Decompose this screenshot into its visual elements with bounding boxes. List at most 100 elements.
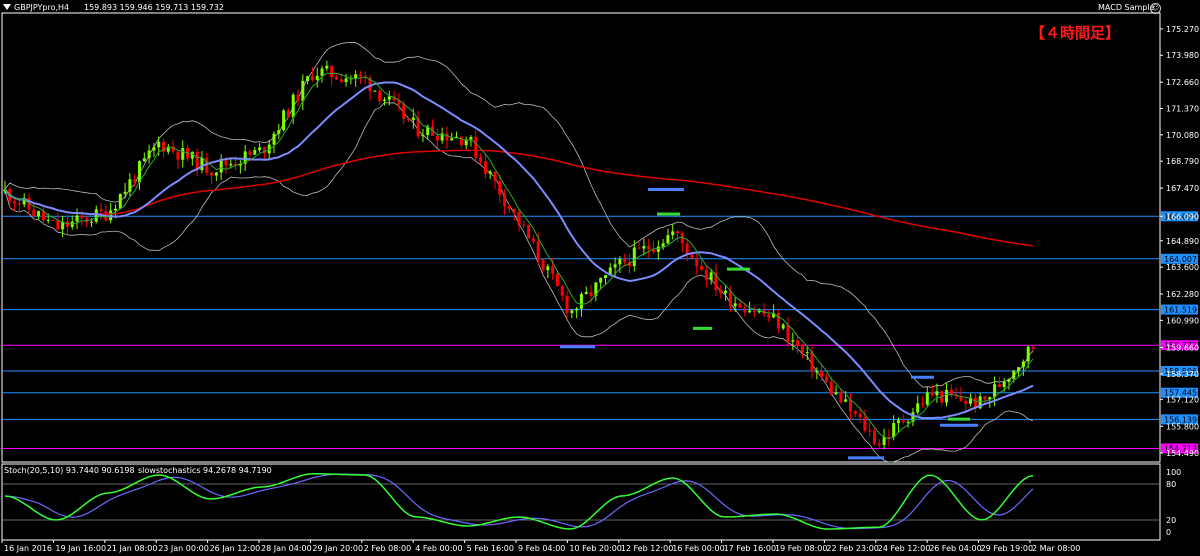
time-label: 26 Jan 12:00 bbox=[210, 544, 261, 553]
time-label: 2 Mar 08:00 bbox=[1032, 544, 1080, 553]
candle-body bbox=[1002, 381, 1006, 387]
candle-body bbox=[123, 191, 127, 194]
candle-body bbox=[243, 151, 247, 164]
candle-body bbox=[214, 172, 218, 176]
price-label: 160.990 bbox=[1166, 316, 1199, 325]
candle-body bbox=[368, 77, 372, 92]
candle-body bbox=[483, 161, 487, 174]
candle-body bbox=[56, 220, 60, 230]
level-tag bbox=[1161, 414, 1198, 425]
candle-body bbox=[805, 352, 809, 354]
candle-body bbox=[407, 118, 411, 120]
time-label: 26 Feb 04:00 bbox=[929, 544, 981, 553]
candle-body bbox=[853, 411, 857, 414]
level-tag-text: 161.519 bbox=[1164, 306, 1197, 315]
candle-body bbox=[925, 392, 929, 405]
time-label: 24 Feb 12:00 bbox=[878, 544, 930, 553]
candle-body bbox=[531, 238, 535, 242]
candle-body bbox=[32, 209, 36, 217]
candle-body bbox=[1017, 367, 1021, 371]
candle-body bbox=[65, 221, 69, 227]
candle-body bbox=[618, 258, 622, 265]
candle-body bbox=[719, 290, 723, 294]
candle-body bbox=[411, 117, 415, 120]
candle-body bbox=[632, 247, 636, 267]
candle-body bbox=[1026, 346, 1030, 362]
candle-body bbox=[498, 180, 502, 195]
candle-body bbox=[661, 243, 665, 247]
oscillator-label-2: slowstochastics 94.2678 94.7190 bbox=[138, 466, 272, 475]
price-label: 167.470 bbox=[1166, 184, 1199, 193]
candle-body bbox=[229, 163, 233, 166]
candle-body bbox=[459, 136, 463, 146]
candle-body bbox=[738, 303, 742, 308]
candle-body bbox=[800, 345, 804, 353]
candle-body bbox=[157, 141, 161, 148]
candle-body bbox=[507, 206, 511, 209]
candle-body bbox=[431, 126, 435, 136]
candle-body bbox=[896, 420, 900, 424]
candle-body bbox=[647, 245, 651, 250]
candle-body bbox=[238, 163, 242, 166]
candle-body bbox=[945, 389, 949, 403]
candle-body bbox=[339, 79, 343, 83]
candle-body bbox=[882, 436, 886, 446]
time-label: 29 Feb 19:00 bbox=[981, 544, 1033, 553]
candle-body bbox=[579, 294, 583, 309]
candle-body bbox=[565, 295, 569, 313]
time-label: 10 Feb 20:00 bbox=[569, 544, 621, 553]
price-label: 154.490 bbox=[1166, 449, 1199, 458]
candle-body bbox=[479, 157, 483, 162]
ohlc-readout: 159.893 159.946 159.713 159.732 bbox=[84, 3, 224, 12]
candle-body bbox=[416, 117, 420, 136]
candle-body bbox=[988, 397, 992, 400]
candle-body bbox=[503, 194, 507, 207]
candle-body bbox=[700, 265, 704, 270]
candle-body bbox=[704, 269, 708, 280]
candle-body bbox=[344, 78, 348, 83]
candle-body bbox=[445, 133, 449, 141]
candle-body bbox=[608, 267, 612, 276]
candle-body bbox=[536, 241, 540, 260]
candle-body bbox=[666, 235, 670, 244]
candle-body bbox=[906, 421, 910, 423]
chart-menu-icon[interactable] bbox=[3, 4, 11, 10]
candle-body bbox=[334, 77, 338, 80]
candle-body bbox=[863, 417, 867, 431]
osc-level-label: 100 bbox=[1166, 468, 1181, 477]
candle-body bbox=[584, 291, 588, 295]
price-label: 157.120 bbox=[1166, 395, 1199, 404]
time-label: 22 Feb 23:00 bbox=[826, 544, 878, 553]
candle-body bbox=[89, 221, 93, 223]
candle-body bbox=[421, 135, 425, 137]
time-label: 2 Feb 08:00 bbox=[364, 544, 411, 553]
candle-body bbox=[767, 314, 771, 318]
level-tag bbox=[1161, 253, 1198, 264]
level-tag-text: 159.772 bbox=[1164, 341, 1197, 350]
price-label: 172.660 bbox=[1166, 78, 1199, 87]
candle-body bbox=[752, 310, 756, 313]
candle-body bbox=[916, 403, 920, 413]
candle-body bbox=[695, 258, 699, 266]
candle-body bbox=[94, 209, 98, 222]
candle-body bbox=[642, 245, 646, 249]
candle-body bbox=[41, 211, 45, 221]
candle-body bbox=[291, 94, 295, 118]
candle-body bbox=[877, 443, 881, 446]
price-label: 163.600 bbox=[1166, 263, 1199, 272]
candle-body bbox=[219, 160, 223, 173]
candle-body bbox=[277, 129, 281, 134]
candle-body bbox=[527, 225, 531, 239]
candle-body bbox=[676, 231, 680, 234]
time-label: 12 Feb 12:00 bbox=[621, 544, 673, 553]
candle-body bbox=[512, 208, 516, 212]
level-tag-text: 166.090 bbox=[1164, 212, 1197, 221]
candle-body bbox=[262, 147, 266, 154]
candle-body bbox=[99, 209, 103, 212]
candle-body bbox=[901, 420, 905, 423]
price-label: 171.370 bbox=[1166, 105, 1199, 114]
candle-body bbox=[829, 381, 833, 395]
candle-body bbox=[387, 96, 391, 100]
level-tag bbox=[1161, 211, 1198, 222]
